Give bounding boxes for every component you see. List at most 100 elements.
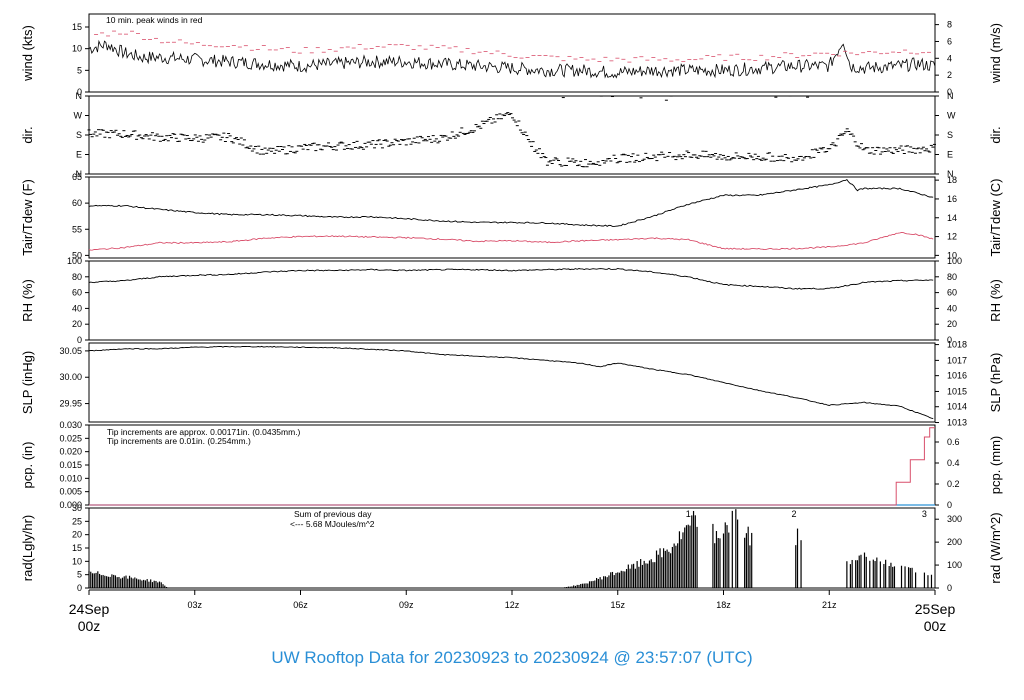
left-tick-label: 10	[72, 556, 82, 566]
page-title: UW Rooftop Data for 20230923 to 20230924…	[271, 648, 753, 667]
right-tick-label: 0	[947, 500, 952, 510]
left-tick-label: 10	[72, 44, 82, 54]
left-tick-label: W	[74, 111, 83, 121]
left-tick-label: N	[76, 91, 83, 101]
x-tick-label: 06z	[293, 600, 308, 610]
series-radiation-bars	[88, 509, 933, 588]
left-tick-label: 0.000	[59, 500, 82, 510]
y-axis-label-right: rad (W/m^2)	[988, 512, 1003, 583]
right-tick-label: 1015	[947, 386, 967, 396]
right-tick-label: W	[947, 111, 956, 121]
series-line-SLP	[88, 345, 934, 420]
left-tick-label: 0.030	[59, 420, 82, 430]
left-tick-label: 60	[72, 288, 82, 298]
left-tick-label: 0.005	[59, 487, 82, 497]
right-tick-label: 1017	[947, 355, 967, 365]
right-tick-label: S	[947, 130, 953, 140]
right-tick-label: 12	[947, 232, 957, 242]
left-tick-label: S	[76, 130, 82, 140]
right-tick-label: 1014	[947, 402, 967, 412]
left-tick-label: 0	[77, 87, 82, 97]
left-tick-label: 20	[72, 530, 82, 540]
y-axis-label-right: RH (%)	[988, 279, 1003, 322]
y-axis-label-left: rad(Lgly/hr)	[20, 515, 35, 581]
series-line-RH	[88, 267, 934, 290]
right-tick-label: 40	[947, 303, 957, 313]
pcp-annotation-blue: Tip increments are 0.01in. (0.254mm.)	[107, 436, 251, 446]
panel-frame	[88, 507, 936, 589]
panel-frame	[88, 176, 936, 259]
right-tick-label: 0	[947, 335, 952, 345]
left-tick-label: N	[76, 169, 83, 179]
panel-slp: 29.95 30.00 30.05 1013 1014 1015 1016 1017 1018 S…	[20, 340, 1003, 428]
x-tick-label: 12z	[505, 600, 520, 610]
x-tick-label: 03z	[187, 600, 202, 610]
series-line-Tdew	[88, 231, 934, 251]
left-tick-label: 0.010	[59, 473, 82, 483]
y-axis-label-left: wind (kts)	[20, 25, 35, 82]
right-tick-label: 6	[947, 36, 952, 46]
left-tick-label: 60	[72, 198, 82, 208]
right-tick-label: 0	[947, 87, 952, 97]
series-line-Tair	[88, 179, 934, 227]
left-tick-label: 20	[72, 319, 82, 329]
right-tick-label: N	[947, 91, 954, 101]
left-tick-label: 5	[77, 65, 82, 75]
series-line-pcp-approx	[89, 427, 935, 506]
rad-day-marker: 3	[922, 509, 927, 519]
x-tick-label: 18z	[716, 600, 731, 610]
x-tick-label: 21z	[822, 600, 837, 610]
left-tick-label: 65	[72, 172, 82, 182]
left-tick-label: 0	[77, 583, 82, 593]
left-tick-label: 0.020	[59, 447, 82, 457]
pcp-annotation-red: Tip increments are approx. 0.00171in. (0…	[107, 427, 301, 437]
series-line-wind	[88, 39, 936, 79]
left-tick-label: 15	[72, 22, 82, 32]
left-tick-label: 30.00	[59, 372, 82, 382]
right-tick-label: 2	[947, 70, 952, 80]
right-tick-label: 80	[947, 272, 957, 282]
panel-frame	[88, 95, 936, 175]
left-tick-label: 0.025	[59, 433, 82, 443]
series-peak-wind	[94, 30, 932, 63]
panel-rh: 0 20 40 60 80 100 0 20 40 60 80 100 RH (%) RH (%)	[20, 256, 1003, 345]
panel-wind: 0 5 10 15 0 2 4 6 8 wind (kts) wind (m/s) 10 min. p…	[20, 13, 1003, 97]
y-axis-label-left: Tair/Tdew (F)	[20, 179, 35, 256]
right-tick-label: 0.6	[947, 437, 960, 447]
panel-frame	[88, 260, 936, 341]
y-axis-label-right: Tair/Tdew (C)	[988, 178, 1003, 256]
left-tick-label: 0.015	[59, 460, 82, 470]
y-axis-label-right: dir.	[988, 126, 1003, 143]
right-tick-label: 0.2	[947, 479, 960, 489]
x-tick-label: 24Sep	[69, 601, 110, 617]
right-tick-label: 100	[947, 256, 962, 266]
left-tick-label: 50	[72, 250, 82, 260]
right-tick-label: 8	[947, 20, 952, 30]
right-tick-label: 14	[947, 213, 957, 223]
right-tick-label: 60	[947, 288, 957, 298]
left-tick-label: 30.05	[59, 346, 82, 356]
right-tick-label: N	[947, 169, 954, 179]
rad-day-marker: 1	[686, 509, 691, 519]
y-axis-label-right: pcp. (mm)	[988, 436, 1003, 495]
left-tick-label: 15	[72, 543, 82, 553]
right-tick-label: 1013	[947, 418, 967, 428]
left-tick-label: 29.95	[59, 399, 82, 409]
y-axis-label-left: pcp. (in)	[20, 442, 35, 489]
left-tick-label: 40	[72, 303, 82, 313]
panel-frame	[88, 342, 936, 423]
series-direction	[87, 95, 936, 168]
right-tick-label: 10	[947, 250, 957, 260]
right-tick-label: 1016	[947, 371, 967, 381]
rad-annotation-sum: Sum of previous day	[294, 509, 372, 519]
x-tick-label: 25Sep	[915, 601, 956, 617]
right-tick-label: 300	[947, 514, 962, 524]
panel-frame	[88, 13, 936, 93]
panel-pcp: 0.000 0.005 0.010 0.015 0.020 0.025 0.030 0 0.2 0…	[20, 420, 1003, 510]
rad-annotation-value: <--- 5.68 MJoules/m^2	[290, 519, 375, 529]
left-tick-label: 80	[72, 272, 82, 282]
